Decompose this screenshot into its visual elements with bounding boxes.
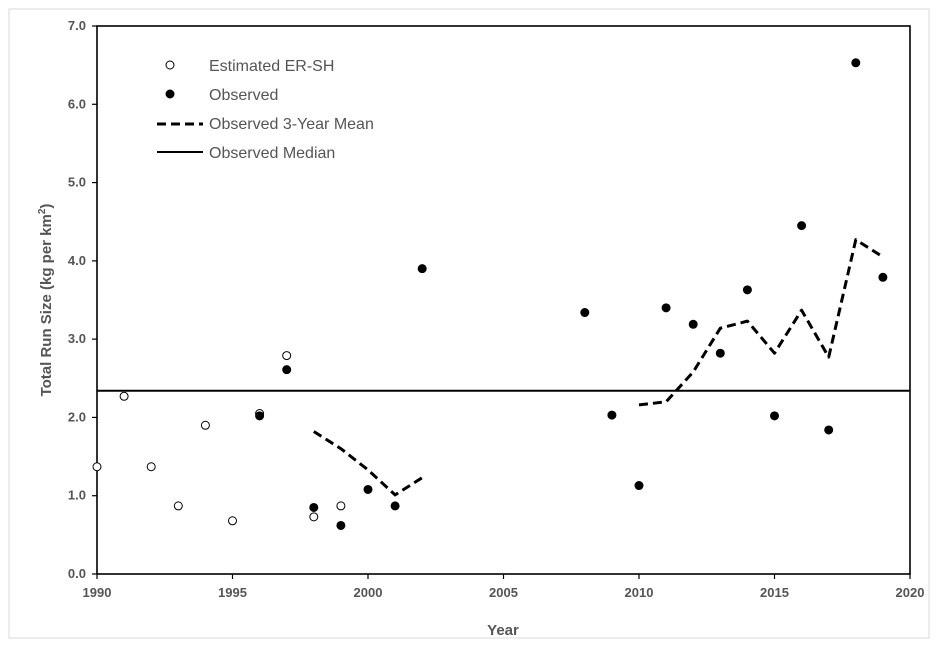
legend-symbol-estimated: [165, 60, 175, 70]
y-tick-label: 5.0: [68, 175, 86, 190]
observed-point: [282, 365, 292, 375]
x-tick-label: 2010: [625, 585, 654, 600]
observed-point: [797, 221, 807, 231]
y-tick-label: 6.0: [68, 96, 86, 111]
observed-point: [580, 308, 590, 318]
estimated-er-sh-point: [282, 351, 292, 361]
observed-point: [607, 410, 617, 420]
legend-symbol-observed: [165, 89, 175, 99]
estimated-er-sh-point: [336, 501, 346, 511]
observed-3yr-mean-line: [638, 238, 884, 407]
observed-point: [851, 58, 861, 68]
estimated-er-sh-point: [119, 391, 129, 401]
observed-point: [661, 303, 671, 313]
observed-point: [363, 484, 373, 494]
estimated-er-sh-point: [228, 516, 237, 526]
observed-point: [336, 520, 346, 530]
observed-point: [824, 425, 834, 435]
x-tick-label: 2000: [354, 585, 383, 600]
observed-point: [417, 264, 427, 274]
legend-label-estimated: Estimated ER-SH: [209, 58, 334, 75]
x-tick-label: 2005: [489, 585, 518, 600]
observed-point: [309, 502, 319, 512]
observed-point: [715, 348, 725, 358]
observed-point: [634, 481, 644, 491]
estimated-er-sh-point: [173, 501, 183, 511]
estimated-er-sh-point: [309, 512, 319, 522]
observed-point: [878, 272, 888, 282]
legend-label-observed: Observed: [209, 87, 278, 104]
legend-label-median: Observed Median: [209, 145, 335, 162]
x-tick-label: 1995: [218, 585, 247, 600]
y-tick-label: 4.0: [68, 253, 86, 268]
y-tick-label: 7.0: [68, 18, 86, 33]
x-tick-label: 1990: [83, 585, 112, 600]
legend-label-3yr-mean: Observed 3-Year Mean: [209, 116, 374, 133]
y-tick-label: 0.0: [68, 566, 86, 581]
observed-point: [688, 319, 698, 329]
observed-3yr-mean-line: [312, 430, 424, 497]
estimated-er-sh-point: [146, 462, 156, 472]
y-tick-label: 1.0: [68, 488, 86, 503]
estimated-er-sh-point: [92, 462, 102, 472]
x-axis-title: Year: [487, 622, 519, 639]
estimated-er-sh-point: [200, 420, 210, 430]
x-tick-label: 2020: [896, 585, 925, 600]
legend: Estimated ER-SH Observed Observed 3-Year…: [157, 58, 374, 162]
x-tick-label: 2015: [760, 585, 789, 600]
y-tick-label: 2.0: [68, 409, 86, 424]
observed-point: [390, 501, 400, 511]
observed-point: [742, 285, 752, 295]
chart-area-border: [8, 8, 930, 639]
observed-point: [770, 411, 779, 421]
observed-point: [255, 411, 265, 421]
y-axis-title: Total Run Size (kg per km2): [37, 204, 55, 397]
y-tick-label: 3.0: [68, 331, 86, 346]
